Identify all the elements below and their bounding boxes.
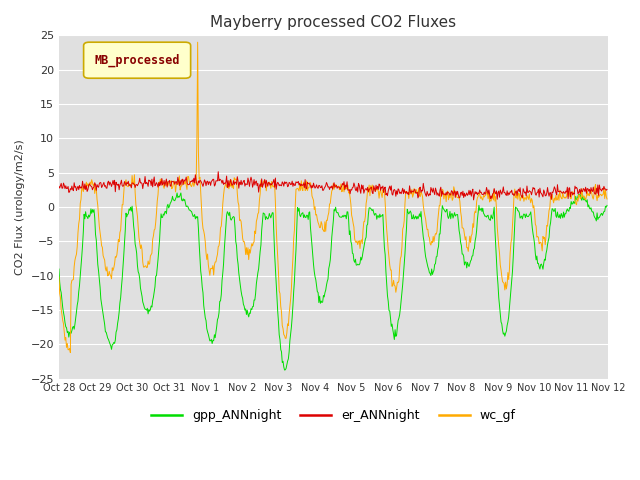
Y-axis label: CO2 Flux (urology/m2/s): CO2 Flux (urology/m2/s) xyxy=(15,139,25,275)
FancyBboxPatch shape xyxy=(84,42,191,78)
Title: Mayberry processed CO2 Fluxes: Mayberry processed CO2 Fluxes xyxy=(211,15,456,30)
Legend: gpp_ANNnight, er_ANNnight, wc_gf: gpp_ANNnight, er_ANNnight, wc_gf xyxy=(146,404,521,427)
Text: MB_processed: MB_processed xyxy=(95,53,180,67)
